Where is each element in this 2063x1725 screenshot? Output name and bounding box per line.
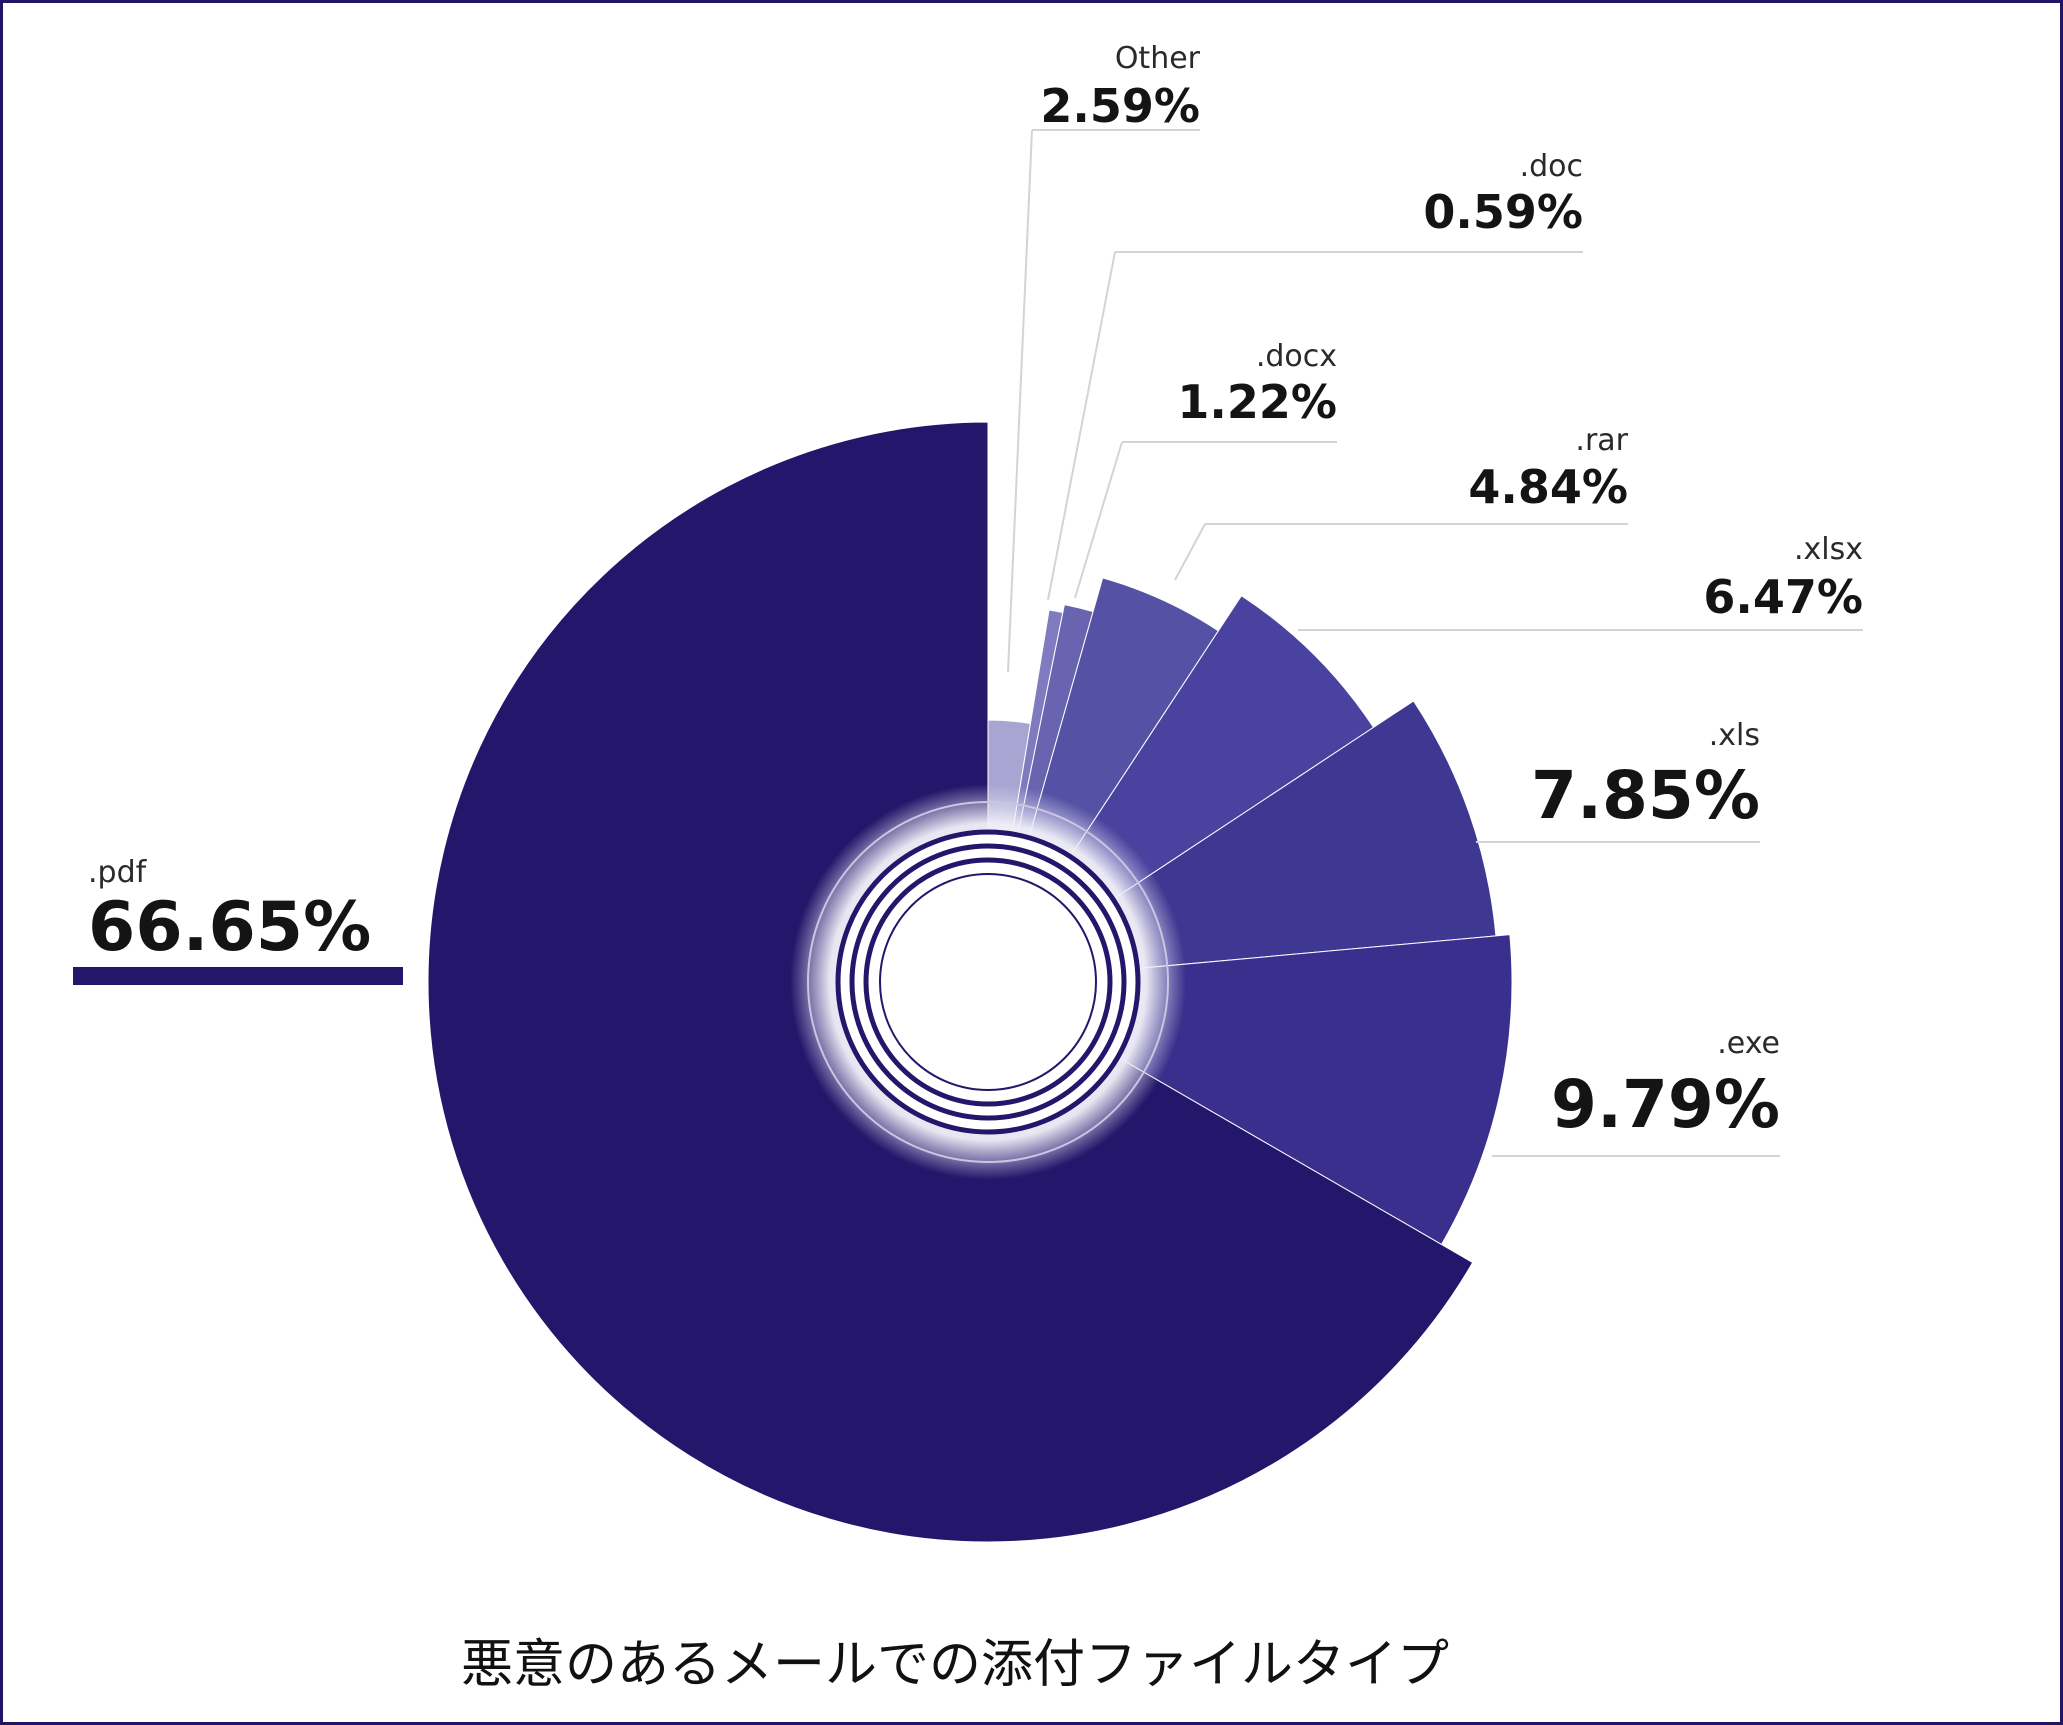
hub-ring-1 [835,829,1141,1135]
hub-ring-2 [849,843,1127,1121]
hub-ring-3 [863,857,1113,1107]
category-label-doc: .doc [1520,149,1583,184]
chart-caption: 悪意のあるメールでの添付ファイルタイプ [460,1635,1449,1695]
category-label-rar: .rar [1575,423,1628,458]
category-label-xlsx: .xlsx [1794,532,1863,567]
hub-ring-outer [807,801,1169,1163]
percent-label-xls: 7.85% [1531,757,1760,834]
leader-line-doc [1047,251,1116,601]
percent-label-xlsx: 6.47% [1703,570,1863,624]
percent-label-rar: 4.84% [1468,460,1628,514]
pie-slices [427,421,1513,1543]
leader-line-other [1007,129,1033,673]
leader-line-rar [1174,523,1206,581]
percent-label-exe: 9.79% [1551,1066,1780,1143]
percent-label-pdf: 66.65% [88,888,371,967]
center-hub [790,784,1186,1180]
percent-label-other: 2.59% [1040,79,1200,133]
hub-ring-inner [879,873,1097,1091]
label-leader-lines [1007,129,1863,1157]
category-label-other: Other [1115,41,1201,76]
leader-line-docx [1074,441,1123,599]
category-label-docx: .docx [1256,339,1337,374]
percent-label-doc: 0.59% [1423,185,1583,239]
percent-label-docx: 1.22% [1177,375,1337,429]
category-label-exe: .exe [1717,1026,1780,1061]
category-label-pdf: .pdf [88,855,148,890]
label-underline-pdf [73,967,403,985]
category-label-xls: .xls [1709,718,1760,753]
